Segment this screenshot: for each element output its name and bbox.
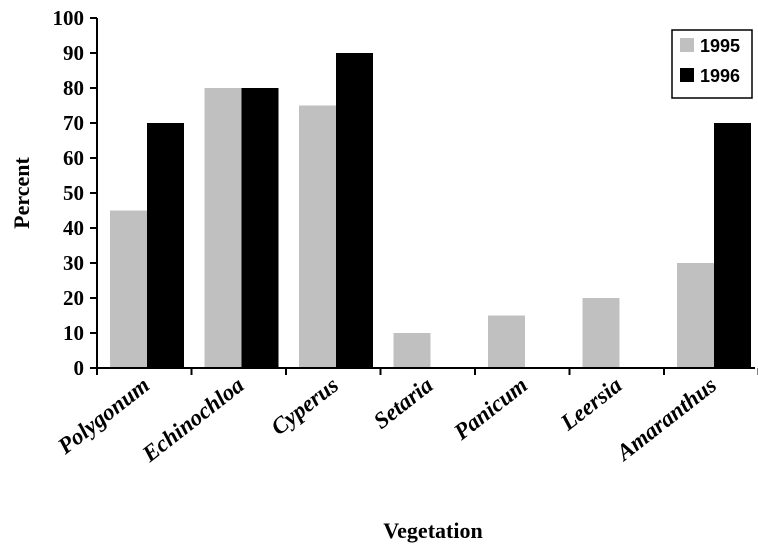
y-tick-label: 50 bbox=[63, 181, 84, 205]
y-tick-label: 0 bbox=[74, 356, 85, 380]
bar-1996-polygonum bbox=[147, 123, 184, 368]
x-axis-title: Vegetation bbox=[383, 518, 482, 543]
legend-swatch-1995 bbox=[680, 38, 694, 52]
y-tick-label: 40 bbox=[63, 216, 84, 240]
legend-label-1995: 1995 bbox=[700, 36, 740, 56]
y-tick-label: 80 bbox=[63, 76, 84, 100]
y-tick-label: 60 bbox=[63, 146, 84, 170]
y-tick-label: 30 bbox=[63, 251, 84, 275]
legend-label-1996: 1996 bbox=[700, 66, 740, 86]
y-axis: 0 10 20 30 40 50 60 70 80 90 100 bbox=[53, 6, 98, 380]
bars-group bbox=[110, 53, 751, 368]
x-tick-label: Cyperus bbox=[266, 372, 343, 440]
bar-1995-leersia bbox=[582, 298, 620, 368]
x-tick-label: Echinochloa bbox=[137, 372, 249, 467]
y-tick-label: 20 bbox=[63, 286, 84, 310]
bar-1995-cyperus bbox=[299, 105, 336, 368]
y-axis-title: Percent bbox=[9, 157, 34, 229]
legend-swatch-1996 bbox=[680, 68, 694, 82]
y-tick-label: 100 bbox=[53, 6, 85, 30]
bar-1995-amaranthus bbox=[677, 263, 714, 368]
x-tick-label: Amaranthus bbox=[610, 372, 721, 466]
y-tick-label: 10 bbox=[63, 321, 84, 345]
x-tick-label: Panicum bbox=[448, 372, 532, 445]
bar-1995-polygonum bbox=[110, 210, 147, 368]
y-tick-label: 90 bbox=[63, 41, 84, 65]
bar-1996-amaranthus bbox=[714, 123, 751, 368]
y-tick-label: 70 bbox=[63, 111, 84, 135]
bar-1995-echinochloa bbox=[204, 88, 242, 368]
legend: 1995 1996 bbox=[671, 29, 753, 99]
bar-1996-cyperus bbox=[336, 53, 373, 368]
bar-1996-echinochloa bbox=[241, 88, 279, 368]
x-tick-label: Leersia bbox=[555, 372, 627, 436]
x-tick-label: Setaria bbox=[369, 372, 438, 433]
bar-1995-setaria bbox=[393, 333, 431, 368]
bar-1995-panicum bbox=[488, 315, 525, 368]
